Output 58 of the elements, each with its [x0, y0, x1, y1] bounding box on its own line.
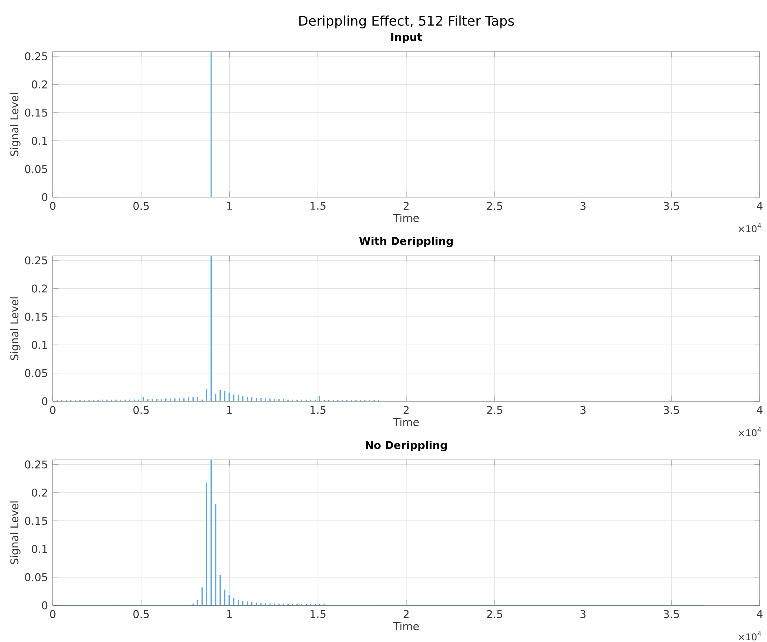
- y-tick-label: 0.05: [25, 369, 48, 378]
- x-tick-label: 1: [228, 406, 232, 414]
- y-tick-label: 0.1: [32, 137, 48, 146]
- x-tick-label: 1.5: [310, 406, 326, 414]
- y-tick-label: 0.1: [32, 545, 48, 554]
- y-tick-label: 0.05: [25, 574, 48, 582]
- x-tick-label: 0: [50, 406, 56, 414]
- x-tick-label: 1: [228, 610, 232, 618]
- y-tick-label: 0.05: [25, 165, 48, 174]
- x-tick-label: 3.5: [664, 610, 680, 619]
- x-axis-title: Time: [393, 418, 420, 427]
- x-tick-label: 1: [228, 202, 232, 210]
- x-tick-label: 2.5: [487, 202, 502, 210]
- text: Derippling Effect, 512 Filter Taps: [300, 16, 514, 29]
- chart-title: With Derippling: [359, 237, 453, 248]
- y-tick-label: 0.25: [25, 256, 48, 265]
- y-tick-label: 0: [42, 602, 48, 610]
- x-tick-label: 4: [757, 202, 763, 210]
- x-tick-label: 0: [50, 610, 56, 619]
- y-tick-label: 0.15: [25, 313, 48, 322]
- x-tick-label: 1.5: [310, 610, 326, 618]
- y-tick-label: 0: [42, 194, 48, 202]
- x-tick-label: 2: [404, 406, 409, 414]
- x-tick-label: 1.5: [310, 202, 326, 210]
- x-axis-title: Time: [393, 622, 420, 631]
- x-tick-label: 4: [757, 406, 763, 414]
- chart-title: No Derippling: [366, 441, 448, 452]
- y-tick-label: 0.25: [25, 460, 48, 469]
- y-axis-title: Signal Level: [10, 94, 21, 156]
- y-tick-label: 0.2: [32, 80, 48, 89]
- x-tick-label: 0.5: [134, 202, 149, 210]
- y-tick-label: 0.2: [32, 284, 48, 294]
- y-axis-title: Signal Level: [10, 298, 21, 360]
- text: ×10$^{4}$: [739, 224, 762, 233]
- x-tick-label: 4: [757, 610, 763, 618]
- x-tick-label: 3: [580, 406, 586, 414]
- x-axis-title: Time: [393, 214, 420, 222]
- text: ×10$^{4}$: [739, 632, 762, 641]
- chart-title: Input: [392, 33, 422, 44]
- y-axis-title: Signal Level: [10, 502, 21, 565]
- y-tick-label: 0.1: [32, 341, 48, 350]
- y-tick-label: 0.2: [32, 489, 48, 498]
- y-tick-label: 0: [42, 398, 48, 406]
- x-tick-label: 2: [404, 202, 409, 210]
- x-tick-label: 2.5: [487, 610, 502, 619]
- y-tick-label: 0.15: [25, 109, 48, 118]
- x-tick-label: 3.5: [664, 406, 680, 414]
- x-tick-label: 0: [50, 202, 56, 210]
- x-tick-label: 3: [580, 202, 586, 210]
- x-tick-label: 0.5: [134, 610, 149, 619]
- x-tick-label: 2.5: [487, 406, 502, 414]
- x-tick-label: 3: [580, 610, 586, 619]
- x-tick-label: 2: [404, 610, 409, 618]
- x-tick-label: 3.5: [664, 202, 680, 210]
- text: ×10$^{4}$: [739, 428, 762, 437]
- y-tick-label: 0.15: [25, 517, 48, 526]
- y-tick-label: 0.25: [25, 52, 48, 61]
- x-tick-label: 0.5: [134, 406, 149, 414]
